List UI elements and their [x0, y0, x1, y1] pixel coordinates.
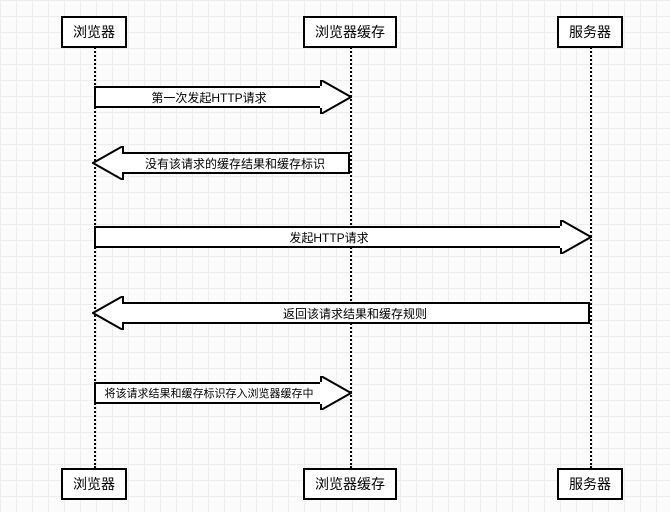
- message-m1: 第一次发起HTTP请求: [94, 80, 350, 114]
- message-m4: 返回该请求结果和缓存规则: [94, 296, 590, 330]
- actor-label: 浏览器: [73, 476, 115, 492]
- message-m3: 发起HTTP请求: [94, 220, 590, 254]
- arrow-head-right-icon: [320, 80, 352, 114]
- actor-box-server-bottom: 服务器: [557, 468, 623, 500]
- arrow-head-right-icon: [560, 220, 592, 254]
- actor-label: 浏览器缓存: [315, 24, 385, 40]
- actor-label: 服务器: [569, 24, 611, 40]
- actor-label: 浏览器缓存: [315, 476, 385, 492]
- message-label: 第一次发起HTTP请求: [96, 88, 322, 106]
- actor-label: 服务器: [569, 476, 611, 492]
- message-m2: 没有该请求的缓存结果和缓存标识: [94, 146, 350, 180]
- arrow-shaft: 第一次发起HTTP请求: [94, 86, 322, 108]
- message-label: 没有该请求的缓存结果和缓存标识: [122, 154, 348, 172]
- message-m5: 将该请求结果和缓存标识存入浏览器缓存中: [94, 376, 350, 410]
- message-label: 发起HTTP请求: [96, 228, 562, 246]
- arrow-head-right-icon: [320, 376, 352, 410]
- actor-box-cache-top: 浏览器缓存: [303, 16, 397, 48]
- actor-label: 浏览器: [73, 24, 115, 40]
- sequence-diagram: 浏览器 浏览器 浏览器缓存 浏览器缓存 服务器 服务器 第一次发起HTTP请求: [0, 0, 670, 512]
- lifeline-server-line: [590, 44, 592, 468]
- actor-box-browser-top: 浏览器: [61, 16, 127, 48]
- message-label: 返回该请求结果和缓存规则: [122, 304, 588, 322]
- arrow-shaft: 没有该请求的缓存结果和缓存标识: [122, 152, 350, 174]
- actor-box-cache-bottom: 浏览器缓存: [303, 468, 397, 500]
- actor-box-server-top: 服务器: [557, 16, 623, 48]
- arrow-head-left-icon: [92, 146, 124, 180]
- arrow-shaft: 返回该请求结果和缓存规则: [122, 302, 590, 324]
- message-label: 将该请求结果和缓存标识存入浏览器缓存中: [96, 384, 322, 402]
- actor-box-browser-bottom: 浏览器: [61, 468, 127, 500]
- arrow-head-left-icon: [92, 296, 124, 330]
- arrow-shaft: 将该请求结果和缓存标识存入浏览器缓存中: [94, 382, 322, 404]
- arrow-shaft: 发起HTTP请求: [94, 226, 562, 248]
